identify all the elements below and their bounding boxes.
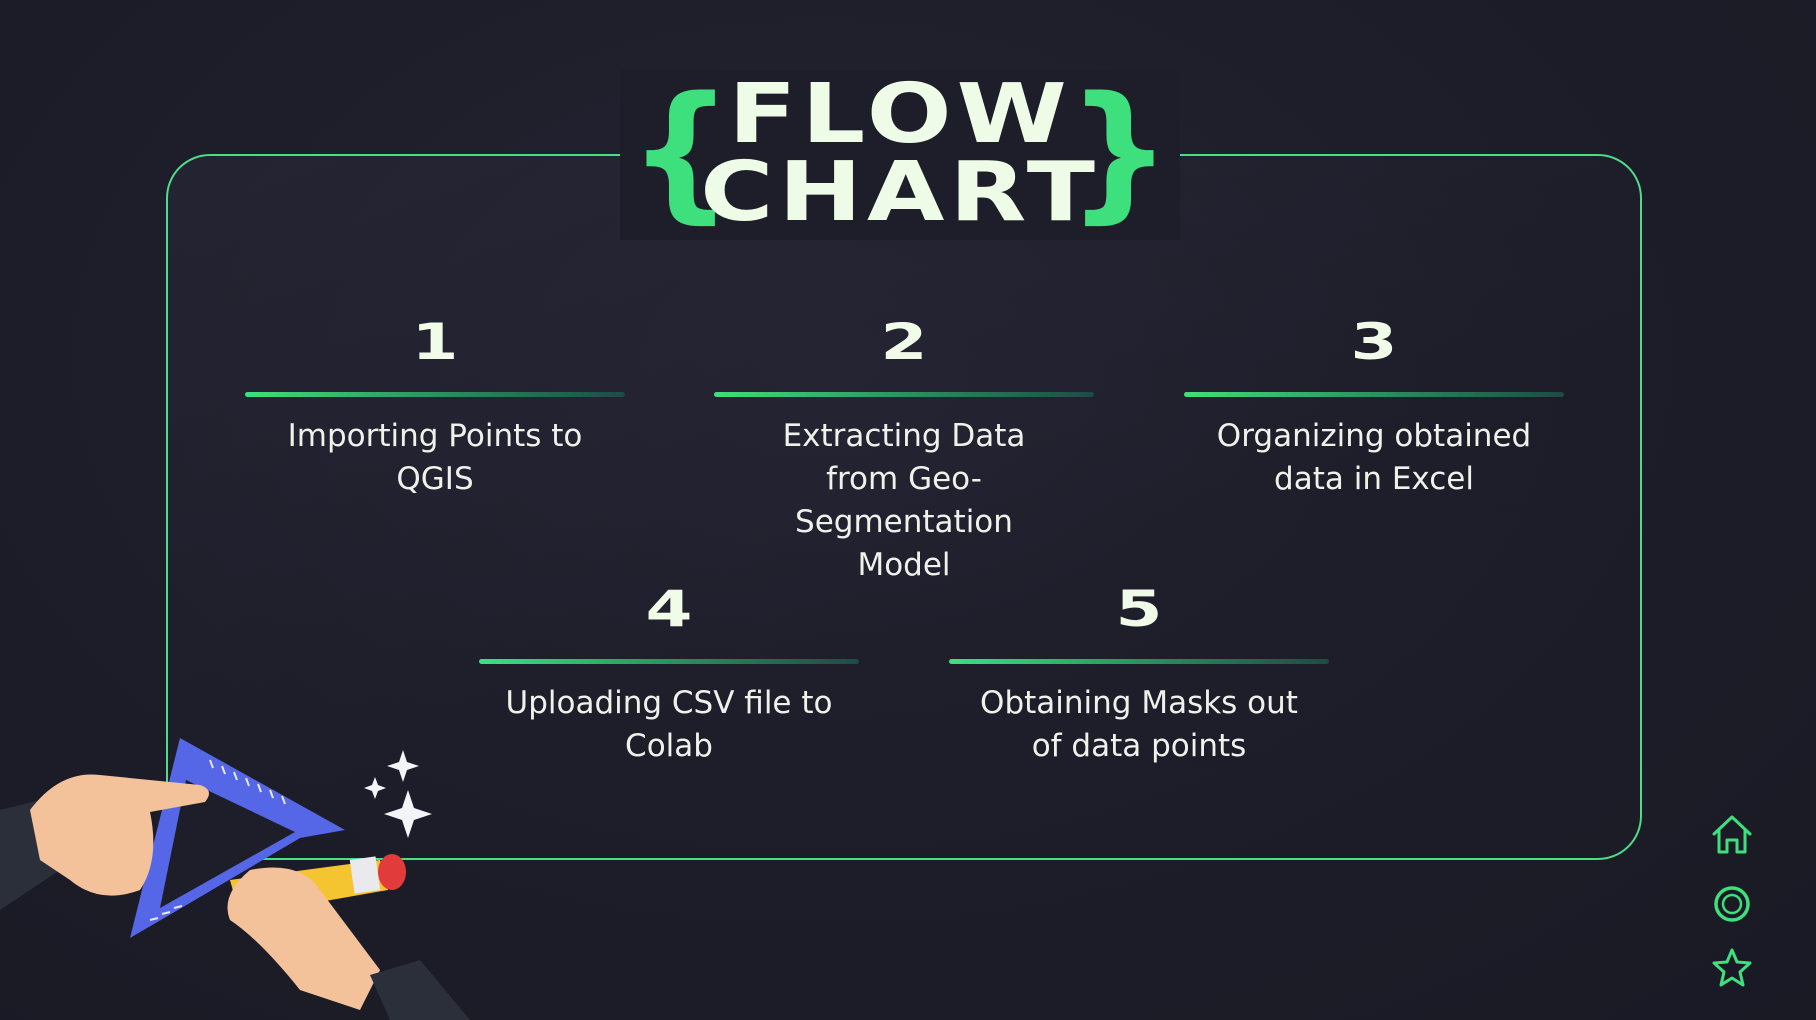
brace-left-icon: { [628, 65, 734, 237]
step-divider [245, 392, 625, 397]
sparkle-icon [364, 777, 386, 799]
right-sleeve [370, 960, 470, 1020]
title-block: { FLOW CHART } [620, 70, 1180, 240]
left-hand [30, 774, 209, 896]
title-backdrop [620, 70, 1180, 240]
step-1: 1 Importing Points to QGIS [245, 314, 625, 501]
step-number: 4 [645, 580, 693, 638]
step-divider [479, 659, 859, 664]
step-2: 2 Extracting Data from Geo-Segmentation … [714, 314, 1094, 587]
ruler-ticks [149, 759, 286, 921]
home-icon[interactable] [1710, 812, 1754, 856]
step-4: 4 Uploading CSV file to Colab [479, 581, 859, 768]
step-label: Importing Points to QGIS [287, 418, 583, 497]
flowchart-frame [166, 154, 1642, 860]
pencil-eraser [378, 854, 406, 890]
sparkle-icon [384, 790, 432, 838]
circle-icon[interactable] [1710, 882, 1754, 926]
step-number: 3 [1350, 313, 1398, 371]
pencil-ferrule [349, 856, 381, 894]
step-divider [714, 392, 1094, 397]
step-label: Extracting Data from Geo-Segmentation Mo… [782, 418, 1026, 583]
step-label: Obtaining Masks out of data points [980, 685, 1298, 764]
title-line-1: FLOW [728, 67, 1072, 162]
brace-right-icon: } [1066, 65, 1172, 237]
step-divider [1184, 392, 1564, 397]
sparkle-icon [387, 750, 419, 782]
ruler-hole [160, 780, 295, 908]
step-number: 5 [1115, 580, 1163, 638]
star-icon[interactable] [1710, 946, 1754, 990]
step-5: 5 Obtaining Masks out of data points [949, 581, 1329, 768]
step-label: Organizing obtained data in Excel [1216, 418, 1532, 497]
step-number: 1 [411, 313, 459, 371]
step-number: 2 [880, 313, 928, 371]
step-label: Uploading CSV file to Colab [505, 685, 833, 764]
title-line-2: CHART [700, 145, 1100, 240]
right-hand [227, 867, 380, 1010]
step-3: 3 Organizing obtained data in Excel [1184, 314, 1564, 501]
hands-ruler-pencil-illustration [0, 738, 470, 1020]
page-title: FLOW CHART [632, 67, 1169, 240]
step-divider [949, 659, 1329, 664]
